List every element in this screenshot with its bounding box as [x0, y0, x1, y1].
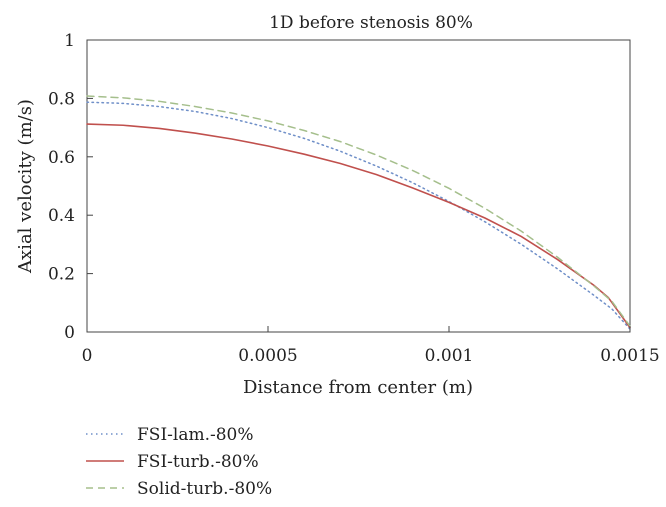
legend-label: FSI-turb.-80% [137, 452, 259, 472]
legend-label: FSI-lam.-80% [137, 425, 254, 445]
plot-frame [86, 39, 631, 333]
legend-label: Solid-turb.-80% [137, 479, 272, 499]
x-axis-label: Distance from center (m) [243, 377, 473, 398]
y-tick-label: 0.8 [48, 89, 75, 109]
x-tick-label: 0.0015 [600, 346, 659, 366]
x-axis: 0 0.0005 0.001 0.0015 [82, 326, 660, 366]
y-axis: 0 0.2 0.4 0.6 0.8 1 [48, 31, 93, 343]
series-layer [86, 95, 631, 330]
y-tick-label: 1 [64, 31, 75, 51]
series-line [86, 101, 631, 330]
series-line [86, 123, 631, 329]
chart-title: 1D before stenosis 80% [269, 13, 473, 33]
x-tick-label: 0.0005 [238, 346, 297, 366]
y-tick-label: 0.6 [48, 148, 75, 168]
y-tick-label: 0.2 [48, 265, 75, 285]
y-axis-label: Axial velocity (m/s) [15, 99, 36, 274]
legend: FSI-lam.-80% FSI-turb.-80% Solid-turb.-80% [86, 425, 272, 499]
x-tick-label: 0.001 [425, 346, 474, 366]
y-tick-label: 0 [64, 323, 75, 343]
x-tick-label: 0 [82, 346, 93, 366]
series-line [86, 95, 631, 327]
y-tick-label: 0.4 [48, 206, 75, 226]
plot-area [86, 39, 631, 333]
